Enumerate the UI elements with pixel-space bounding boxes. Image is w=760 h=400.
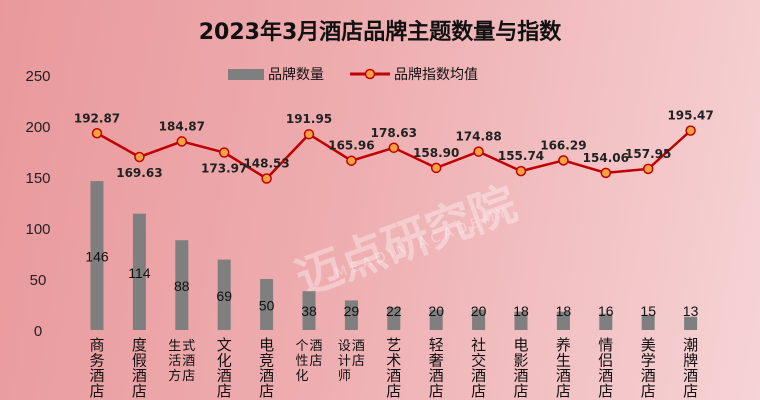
- bar: [260, 279, 274, 330]
- bar-value-label: 50: [259, 298, 275, 314]
- bar-value-label: 16: [598, 303, 614, 319]
- line-point: [218, 147, 230, 158]
- x-tick-label: 艺术酒店: [386, 336, 401, 400]
- bar: [514, 311, 528, 330]
- y-tick-label: 250: [25, 68, 50, 85]
- line-point: [685, 125, 696, 136]
- bar-value-label: 69: [216, 288, 232, 304]
- line-value-label: 174.88: [455, 130, 501, 144]
- x-tick-label: 潮牌酒店: [683, 336, 698, 400]
- line-value-label: 169.63: [116, 166, 162, 180]
- legend-item-bar: 品牌数量: [228, 64, 324, 84]
- bar: [132, 213, 146, 330]
- bar-value-label: 20: [428, 303, 444, 319]
- line-value-label: 157.95: [625, 147, 671, 161]
- bar: [641, 314, 655, 330]
- x-tick-label: 文化酒店: [217, 336, 232, 400]
- bar: [684, 316, 698, 330]
- bar-value-label: 88: [174, 278, 190, 294]
- x-tick-label: 设计师酒店: [338, 339, 365, 384]
- x-tick-label: 生活方式酒店: [168, 339, 195, 384]
- y-tick-label: 100: [25, 221, 50, 238]
- x-tick-label: 社交酒店: [471, 336, 486, 400]
- line-value-label: 155.74: [498, 149, 544, 163]
- bar: [599, 313, 613, 330]
- x-tick-label: 商务酒店: [89, 336, 104, 400]
- x-tick-label: 个性化酒店: [295, 339, 322, 384]
- bar-value-label: 13: [683, 303, 699, 319]
- bar-value-label: 18: [556, 303, 572, 319]
- line-point: [91, 128, 103, 139]
- x-tick-label: 度假酒店: [132, 336, 147, 400]
- bar: [387, 307, 401, 330]
- bar: [302, 291, 316, 330]
- legend-label: 品牌指数均值: [394, 67, 478, 83]
- y-tick-label: 200: [25, 119, 50, 136]
- line-point: [388, 142, 400, 154]
- line-value-label: 158.90: [413, 146, 459, 160]
- bar: [90, 181, 104, 330]
- line-value-label: 184.87: [159, 119, 205, 133]
- line-point: [430, 162, 442, 174]
- legend-label: 品牌数量: [268, 67, 324, 83]
- line-point: [346, 155, 357, 166]
- line-point: [558, 155, 569, 166]
- bar-value-label: 29: [344, 303, 360, 319]
- y-tick-label: 50: [30, 272, 47, 289]
- line-point: [134, 151, 145, 163]
- chart-title: 2023年3月酒店品牌主题数量与指数: [198, 20, 562, 45]
- line-point: [642, 163, 654, 175]
- bar: [556, 311, 570, 330]
- legend-swatch-line: [350, 68, 390, 80]
- bar-value-label: 38: [301, 303, 317, 319]
- line-value-label: 154.06: [583, 151, 629, 165]
- legend: 品牌数量 品牌指数均值: [228, 64, 478, 84]
- bar: [429, 309, 443, 330]
- bar-value-label: 146: [85, 249, 109, 265]
- y-tick-label: 0: [34, 323, 42, 340]
- x-tick-label: 养生酒店: [556, 336, 571, 400]
- x-tick-label: 情侣酒店: [598, 336, 613, 400]
- line-value-label: 148.53: [243, 156, 289, 170]
- line-value-label: 165.96: [328, 139, 374, 153]
- line-point: [176, 136, 188, 147]
- bar: [217, 259, 231, 330]
- line-value-label: 195.47: [667, 109, 713, 123]
- line-point: [600, 167, 612, 179]
- line-point: [303, 128, 315, 140]
- bar: [472, 309, 486, 330]
- x-tick-label: 轻奢酒店: [429, 336, 444, 400]
- x-tick-label: 电竞酒店: [259, 336, 274, 400]
- bar-value-label: 20: [471, 303, 487, 319]
- legend-swatch-bar: [228, 68, 264, 80]
- x-tick-label: 电影酒店: [513, 336, 528, 400]
- bar-value-label: 18: [513, 303, 529, 319]
- y-tick-label: 150: [25, 170, 50, 187]
- bar-value-label: 114: [128, 265, 151, 281]
- x-tick-label: 美学酒店: [641, 336, 656, 400]
- line-point: [515, 165, 527, 177]
- bar-value-label: 15: [640, 303, 656, 319]
- line-value-label: 166.29: [540, 138, 586, 152]
- line-value-label: 178.63: [371, 126, 417, 140]
- line-value-label: 192.87: [74, 111, 120, 125]
- line-point: [473, 146, 484, 157]
- bar-value-label: 22: [386, 303, 402, 319]
- line-value-label: 191.95: [286, 112, 332, 126]
- line-point: [261, 173, 272, 184]
- legend-item-line: 品牌指数均值: [350, 64, 478, 84]
- bar: [175, 240, 189, 330]
- line-value-label: 173.97: [201, 162, 247, 176]
- bar: [344, 300, 358, 330]
